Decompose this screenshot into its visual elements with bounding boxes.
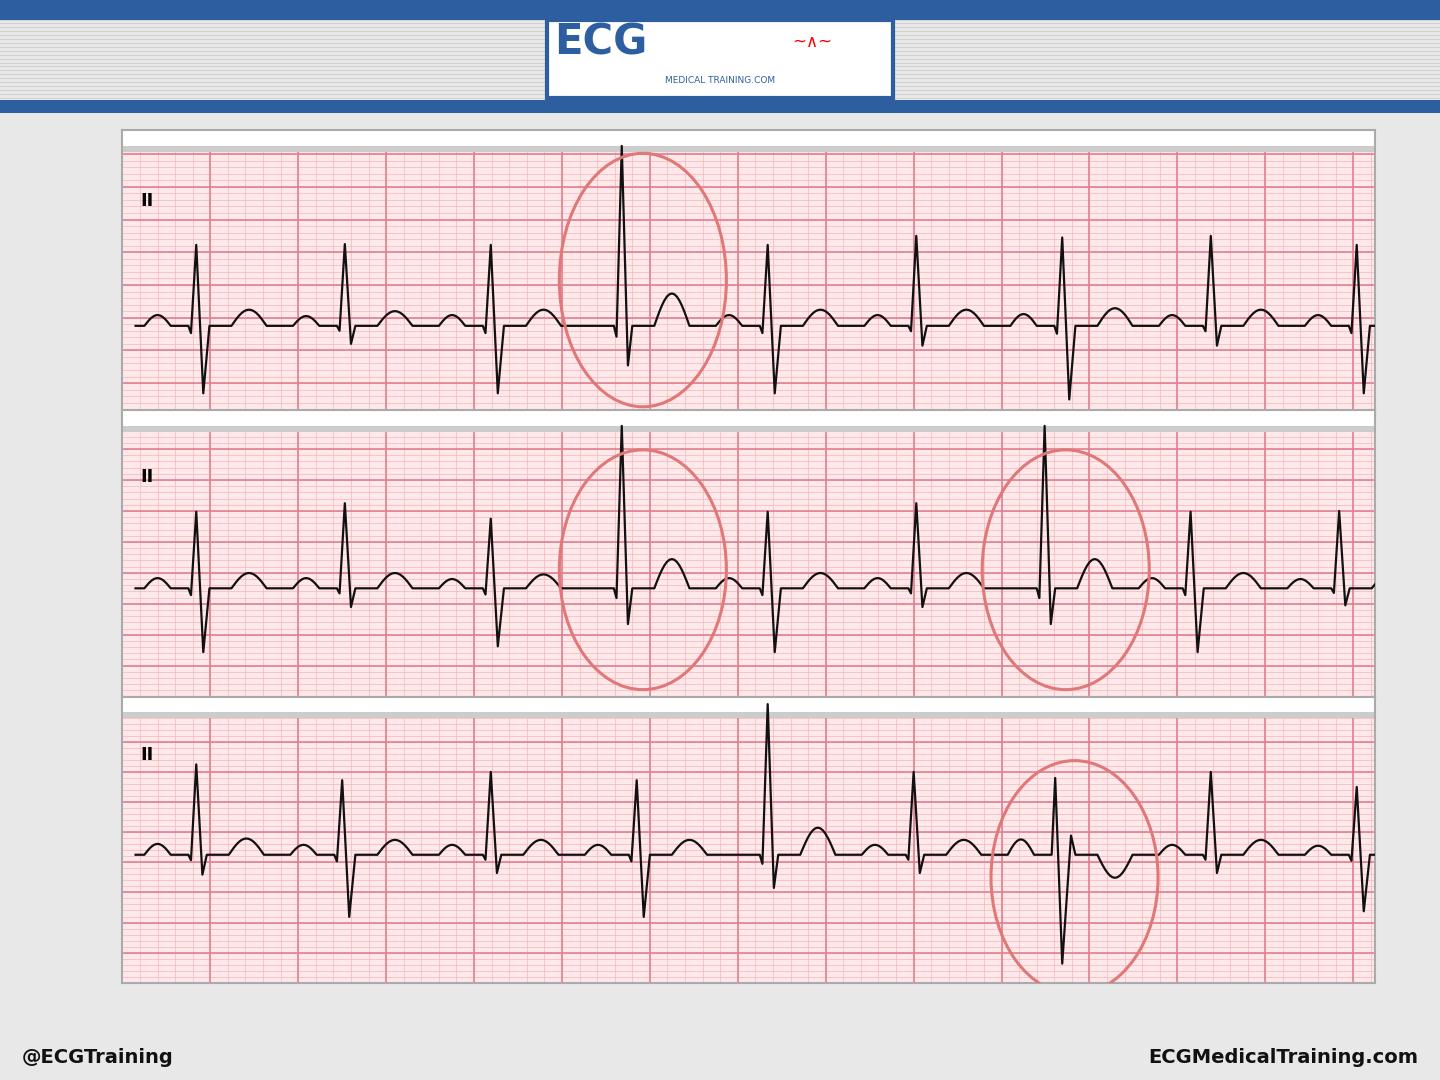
Text: @ECGTraining: @ECGTraining	[22, 1048, 173, 1067]
Bar	[122, 146, 1375, 152]
Bar	[122, 130, 1375, 146]
Bar	[547, 21, 893, 97]
Text: MEDICAL TRAINING.COM: MEDICAL TRAINING.COM	[665, 76, 775, 85]
Text: II: II	[140, 192, 153, 210]
Bar	[122, 712, 1375, 718]
Bar	[122, 410, 1375, 426]
Text: ECGMedicalTraining.com: ECGMedicalTraining.com	[1149, 1048, 1418, 1067]
Bar	[0, 99, 1440, 113]
Text: ~∧~: ~∧~	[792, 33, 832, 51]
Text: II: II	[140, 746, 153, 765]
Bar	[122, 426, 1375, 432]
Text: ECG: ECG	[554, 21, 648, 63]
Bar	[0, 0, 1440, 21]
Bar	[122, 697, 1375, 712]
Text: II: II	[140, 468, 153, 486]
